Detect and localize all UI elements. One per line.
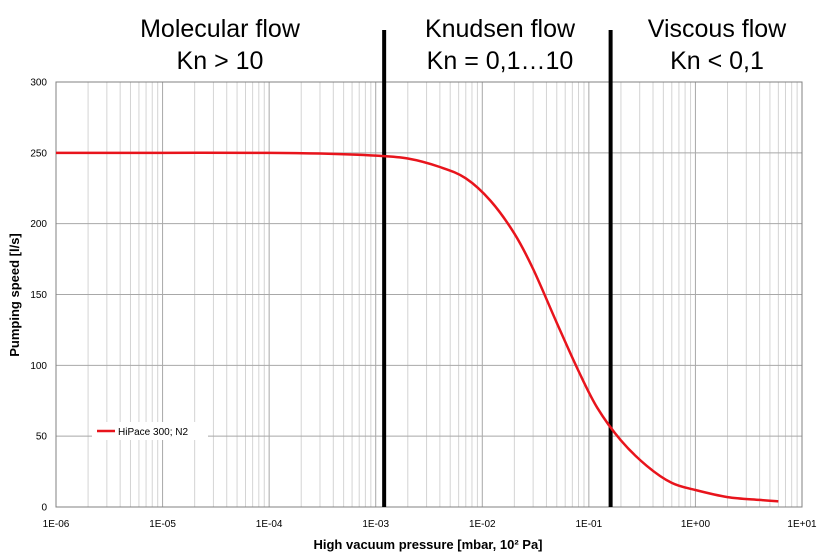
x-tick-label: 1E-02 [469, 519, 496, 530]
series-line-hipace-300-n2 [56, 151, 779, 503]
x-tick-label: 1E-06 [43, 519, 70, 530]
x-tick-label: 1E+00 [681, 519, 711, 530]
y-tick-labels: 0 50 100 150 200 250 300 [30, 78, 47, 514]
x-tick-label: 1E+01 [787, 519, 817, 530]
legend-box [92, 422, 208, 440]
x-tick-label: 1E-01 [576, 519, 603, 530]
legend-label: HiPace 300; N2 [118, 427, 188, 438]
series-layer [56, 151, 779, 503]
region-viscous-line2: Kn < 0,1 [670, 47, 764, 75]
region-molecular-line1: Molecular flow [140, 15, 301, 43]
y-tick-label: 300 [30, 78, 47, 89]
y-tick-label: 100 [30, 361, 47, 372]
y-axis-title: Pumping speed [l/s] [7, 233, 22, 357]
plot-area-frame [55, 81, 803, 508]
x-tick-label: 1E-04 [256, 519, 283, 530]
regime-boundaries [382, 30, 613, 507]
region-knudsen-line1: Knudsen flow [425, 15, 576, 43]
region-molecular-line2: Kn > 10 [177, 47, 264, 75]
x-axis-title: High vacuum pressure [mbar, 10² Pa] [313, 537, 542, 552]
x-tick-label: 1E-05 [149, 519, 176, 530]
y-tick-label: 0 [41, 503, 47, 514]
y-tick-label: 200 [30, 219, 47, 230]
y-tick-label: 50 [36, 432, 48, 443]
x-tick-label: 1E-03 [362, 519, 389, 530]
legend: HiPace 300; N2 [92, 422, 208, 440]
region-viscous-line1: Viscous flow [648, 15, 787, 43]
region-knudsen-line2: Kn = 0,1…10 [427, 47, 574, 75]
y-tick-label: 150 [30, 290, 47, 301]
y-tick-label: 250 [30, 148, 47, 159]
x-tick-labels: 1E-06 1E-05 1E-04 1E-03 1E-02 1E-01 1E+00 1E+01 [43, 519, 817, 530]
